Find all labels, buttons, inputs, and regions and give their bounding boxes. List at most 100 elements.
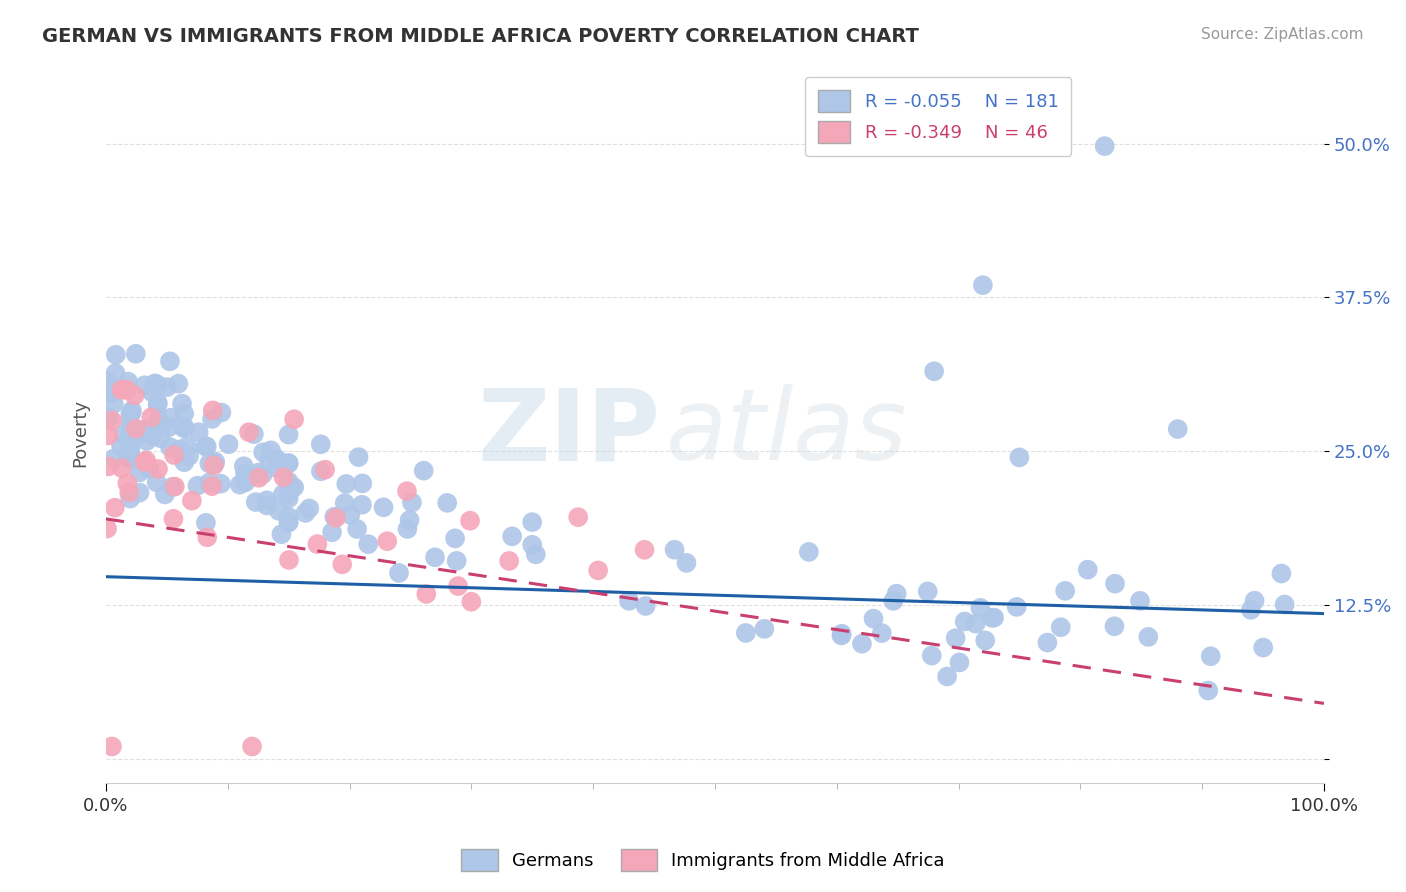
Point <box>1270 566 1292 581</box>
Point <box>501 529 523 543</box>
Point <box>143 376 166 391</box>
Point <box>141 429 163 443</box>
Point <box>138 461 160 475</box>
Point <box>277 515 299 529</box>
Point <box>247 471 270 485</box>
Point <box>396 522 419 536</box>
Point <box>498 554 520 568</box>
Point <box>273 457 295 471</box>
Point <box>124 427 146 442</box>
Point <box>634 599 657 613</box>
Point <box>267 504 290 518</box>
Text: Source: ZipAtlas.com: Source: ZipAtlas.com <box>1201 27 1364 42</box>
Point <box>96 521 118 535</box>
Point <box>141 410 163 425</box>
Point <box>96 375 118 389</box>
Point <box>1005 599 1028 614</box>
Point <box>120 422 142 436</box>
Point <box>1240 603 1263 617</box>
Point <box>243 427 266 442</box>
Point <box>423 550 446 565</box>
Point <box>146 398 169 412</box>
Point <box>664 542 686 557</box>
Point <box>176 439 198 453</box>
Point <box>247 466 270 480</box>
Point <box>277 491 299 506</box>
Point <box>233 467 256 481</box>
Point <box>524 547 547 561</box>
Point <box>112 427 135 442</box>
Legend: Germans, Immigrants from Middle Africa: Germans, Immigrants from Middle Africa <box>454 842 952 879</box>
Point <box>128 466 150 480</box>
Point <box>886 587 908 601</box>
Point <box>201 412 224 426</box>
Point <box>974 633 997 648</box>
Point <box>797 545 820 559</box>
Point <box>851 637 873 651</box>
Point <box>229 477 252 491</box>
Point <box>586 563 609 577</box>
Point <box>101 739 124 754</box>
Point <box>278 553 301 567</box>
Point <box>309 464 332 478</box>
Point <box>180 493 202 508</box>
Text: atlas: atlas <box>666 384 908 482</box>
Text: ZIP: ZIP <box>477 384 659 482</box>
Point <box>145 475 167 490</box>
Point <box>124 388 146 402</box>
Point <box>104 348 127 362</box>
Point <box>120 491 142 506</box>
Point <box>201 479 224 493</box>
Point <box>218 437 240 451</box>
Point <box>298 501 321 516</box>
Point <box>101 413 124 427</box>
Point <box>444 532 467 546</box>
Point <box>398 513 420 527</box>
Point <box>187 425 209 440</box>
Point <box>323 509 346 524</box>
Point <box>117 476 139 491</box>
Point <box>112 383 135 397</box>
Point <box>209 476 232 491</box>
Point <box>125 422 148 436</box>
Point <box>198 457 221 471</box>
Point <box>198 475 221 490</box>
Point <box>277 456 299 470</box>
Point <box>173 455 195 469</box>
Point <box>104 500 127 515</box>
Point <box>266 461 288 475</box>
Point <box>921 648 943 663</box>
Point <box>350 498 373 512</box>
Point <box>294 506 316 520</box>
Point <box>948 656 970 670</box>
Point <box>235 475 257 490</box>
Point <box>195 530 218 544</box>
Point <box>446 554 468 568</box>
Point <box>238 425 260 440</box>
Point <box>256 493 278 508</box>
Point <box>120 417 142 431</box>
Point <box>1049 620 1071 634</box>
Point <box>153 487 176 501</box>
Point <box>347 450 370 464</box>
Point <box>1274 598 1296 612</box>
Point <box>245 495 267 509</box>
Point <box>173 420 195 434</box>
Point <box>121 403 143 417</box>
Point <box>173 407 195 421</box>
Point <box>120 441 142 455</box>
Point <box>283 412 305 426</box>
Point <box>167 376 190 391</box>
Point <box>118 450 141 465</box>
Point <box>1104 576 1126 591</box>
Point <box>204 455 226 469</box>
Point <box>522 515 544 529</box>
Point <box>277 475 299 489</box>
Point <box>522 538 544 552</box>
Point <box>97 459 120 474</box>
Point <box>141 385 163 400</box>
Point <box>460 595 482 609</box>
Point <box>264 451 287 466</box>
Point <box>277 457 299 471</box>
Point <box>150 417 173 432</box>
